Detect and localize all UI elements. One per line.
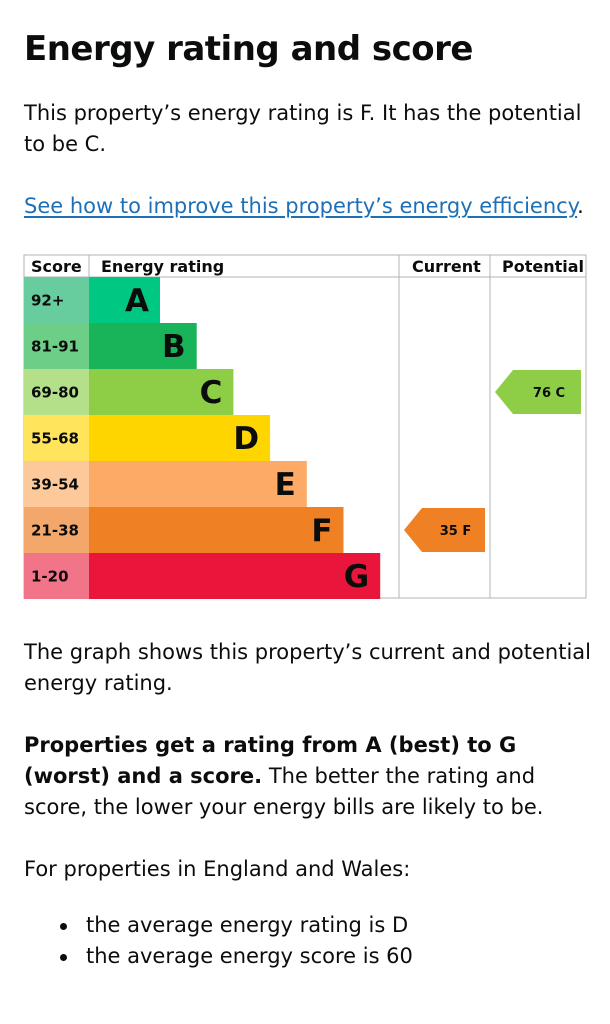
- band-g-range-cell: [24, 553, 89, 599]
- link-full-stop: .: [577, 194, 584, 218]
- rating-explanation: Properties get a rating from A (best) to…: [24, 730, 592, 823]
- rating-explanation-rest: The better the rating and score, the low…: [24, 764, 544, 819]
- band-f-letter: F: [311, 513, 332, 549]
- list-item: the average energy score is 60: [24, 941, 592, 972]
- band-g-letter: G: [344, 559, 369, 595]
- band-e-bar: [89, 461, 307, 507]
- rating-bands: 92+ A 81-91 B 69-80 C 55-68 D 39-54 E 21-38 F 1-20 G: [24, 277, 381, 599]
- potential-rating-marker: [495, 370, 581, 414]
- band-f-range-cell: [24, 507, 89, 553]
- band-c-letter: C: [200, 375, 223, 411]
- header-current: Current: [412, 257, 481, 276]
- band-a-bar: [89, 277, 160, 323]
- band-a-range-cell: [24, 277, 89, 323]
- energy-rating-chart: Score Energy rating Current Potential 92…: [23, 254, 587, 599]
- band-c-bar: [89, 369, 234, 415]
- band-e-range-cell: [24, 461, 89, 507]
- header-potential: Potential: [502, 257, 584, 276]
- band-f-range-label: 21-38: [31, 522, 79, 540]
- band-b-letter: B: [162, 329, 186, 365]
- band-d-bar: [89, 415, 271, 461]
- england-wales-intro: For properties in England and Wales:: [24, 857, 411, 881]
- band-c-range-label: 69-80: [31, 384, 79, 402]
- band-g-range-label: 1-20: [31, 568, 69, 586]
- band-b-bar: [89, 323, 197, 369]
- band-d-range-label: 55-68: [31, 430, 79, 448]
- band-d-range-cell: [24, 415, 89, 461]
- current-rating-marker-label: 35 F: [440, 524, 472, 539]
- band-f-bar: [89, 507, 344, 553]
- rating-explanation-bold: Properties get a rating from A (best) to…: [24, 733, 517, 788]
- band-a-letter: A: [125, 283, 149, 319]
- band-e-range-label: 39-54: [31, 476, 79, 494]
- rating-markers: 35 F 76 C: [404, 370, 581, 552]
- improve-efficiency-link[interactable]: See how to improve this property’s energ…: [24, 194, 578, 218]
- band-b-range-label: 81-91: [31, 338, 79, 356]
- band-g-bar: [89, 553, 381, 599]
- rating-summary: This property’s energy rating is F. It h…: [24, 101, 582, 156]
- header-energy-rating: Energy rating: [101, 257, 224, 276]
- band-c-range-cell: [24, 369, 89, 415]
- band-a-range-label: 92+: [31, 292, 64, 310]
- averages-list: the average energy rating is D the avera…: [24, 910, 592, 972]
- header-score: Score: [31, 257, 82, 276]
- page-title: Energy rating and score: [24, 29, 474, 69]
- band-e-letter: E: [275, 467, 296, 503]
- potential-rating-marker-label: 76 C: [533, 386, 565, 401]
- list-item: the average energy rating is D: [24, 910, 592, 941]
- improve-link-line: See how to improve this property’s energ…: [24, 191, 592, 222]
- band-b-range-cell: [24, 323, 89, 369]
- band-d-letter: D: [233, 421, 259, 457]
- current-rating-marker: [404, 508, 485, 552]
- graph-description: The graph shows this property’s current …: [24, 640, 591, 695]
